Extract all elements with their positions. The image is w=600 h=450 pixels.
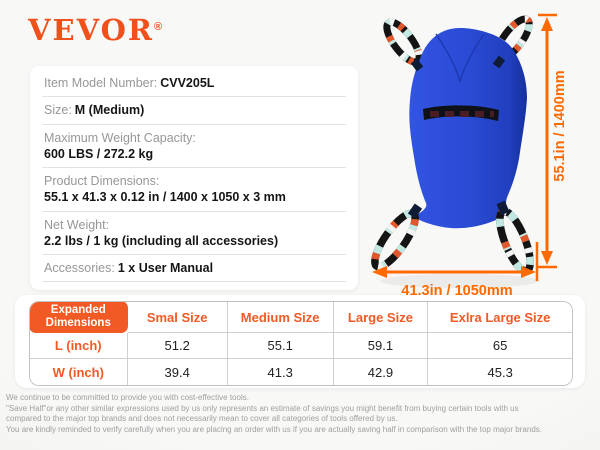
spec-value: M (Medium) — [74, 103, 145, 118]
sling-seam — [435, 33, 485, 83]
bottom-left-strap-loop-icon — [371, 209, 419, 271]
height-dimension-arrow — [538, 13, 557, 269]
height-dimension-label: 55.1in / 1400mm — [552, 70, 568, 181]
row-label-length: L (inch) — [30, 333, 128, 359]
table-value: 51.2 — [127, 333, 228, 359]
spec-value: CVV205L — [160, 76, 215, 90]
registered-mark-icon: ® — [153, 21, 163, 33]
disclaimer-line: We continue to be committed to provide y… — [6, 393, 249, 402]
spec-label: Item Model Number: — [44, 76, 158, 90]
row-label-width: W (inch) — [30, 359, 128, 385]
spec-value: 55.1 x 41.3 x 0.12 in / 1400 x 1050 x 3 … — [44, 190, 286, 205]
width-dimension-arrow — [372, 242, 539, 281]
table-value: 41.3 — [227, 359, 334, 385]
product-image: 55.1in / 1400mm 41.3in / 1050mm — [371, 13, 568, 298]
logo-text: VEVOR — [28, 13, 154, 47]
spec-card: Item Model Number: CVV205L Size: M (Medium… — [30, 66, 358, 291]
size-table-panel: Expanded Dimensions Smal Size Medium Siz… — [15, 295, 585, 388]
bottom-right-strap-loop-icon — [496, 207, 534, 275]
spec-row-weight-capacity: Maximum Weight Capacity: 600 LBS / 272.2… — [42, 125, 346, 168]
column-header-extra-large: Exlra Large Size — [428, 302, 572, 333]
ground-shadow — [380, 274, 540, 288]
spec-row-size: Size: M (Medium) — [42, 97, 346, 125]
spec-label: Net Weight: — [44, 217, 110, 232]
disclaimer-text: We continue to be committed to provide y… — [6, 393, 596, 435]
spec-label: Size: — [44, 103, 72, 118]
sling-body — [409, 28, 527, 229]
table-value: 59.1 — [333, 333, 429, 359]
disclaimer-line: compared to the major top brands and doe… — [6, 414, 398, 423]
spec-row-model: Item Model Number: CVV205L — [42, 70, 346, 98]
table-value: 45.3 — [428, 359, 572, 385]
spec-row-dimensions: Product Dimensions: 55.1 x 41.3 x 0.12 i… — [42, 168, 346, 212]
spec-label: Product Dimensions: — [44, 174, 160, 188]
table-value: 42.9 — [333, 359, 429, 385]
strap-attachment-tabs — [407, 55, 510, 219]
product-figure: 55.1in / 1400mm 41.3in / 1050mm — [360, 8, 600, 298]
disclaimer-line: "Save Half"or any other similar expressi… — [6, 403, 519, 413]
size-table: Expanded Dimensions Smal Size Medium Siz… — [29, 301, 573, 386]
column-header-medium: Medium Size — [227, 302, 334, 333]
spec-row-accessories: Accessories: 1 x User Manual — [42, 255, 346, 283]
table-corner-header: Expanded Dimensions — [30, 302, 128, 333]
column-header-large: Large Size — [333, 302, 429, 333]
table-value: 65 — [428, 333, 572, 359]
column-header-small: Smal Size — [127, 302, 228, 333]
vevor-logo: VEVOR® — [28, 16, 162, 45]
top-left-strap-loop-icon — [383, 18, 423, 66]
width-dimension-label: 41.3in / 1050mm — [401, 283, 512, 298]
spec-row-net-weight: Net Weight: 2.2 lbs / 1 kg (including al… — [42, 212, 346, 255]
spec-label: Maximum Weight Capacity: — [44, 130, 196, 145]
spec-label: Accessories: — [44, 261, 115, 275]
spec-value: 600 LBS / 272.2 kg — [44, 146, 154, 161]
table-value: 39.4 — [127, 359, 228, 385]
spec-value: 1 x User Manual — [117, 261, 214, 275]
disclaimer-line: You are kindly reminded to verify carefu… — [6, 424, 542, 434]
table-value: 55.1 — [227, 333, 334, 359]
spec-value: 2.2 lbs / 1 kg (including all accessorie… — [44, 233, 279, 248]
